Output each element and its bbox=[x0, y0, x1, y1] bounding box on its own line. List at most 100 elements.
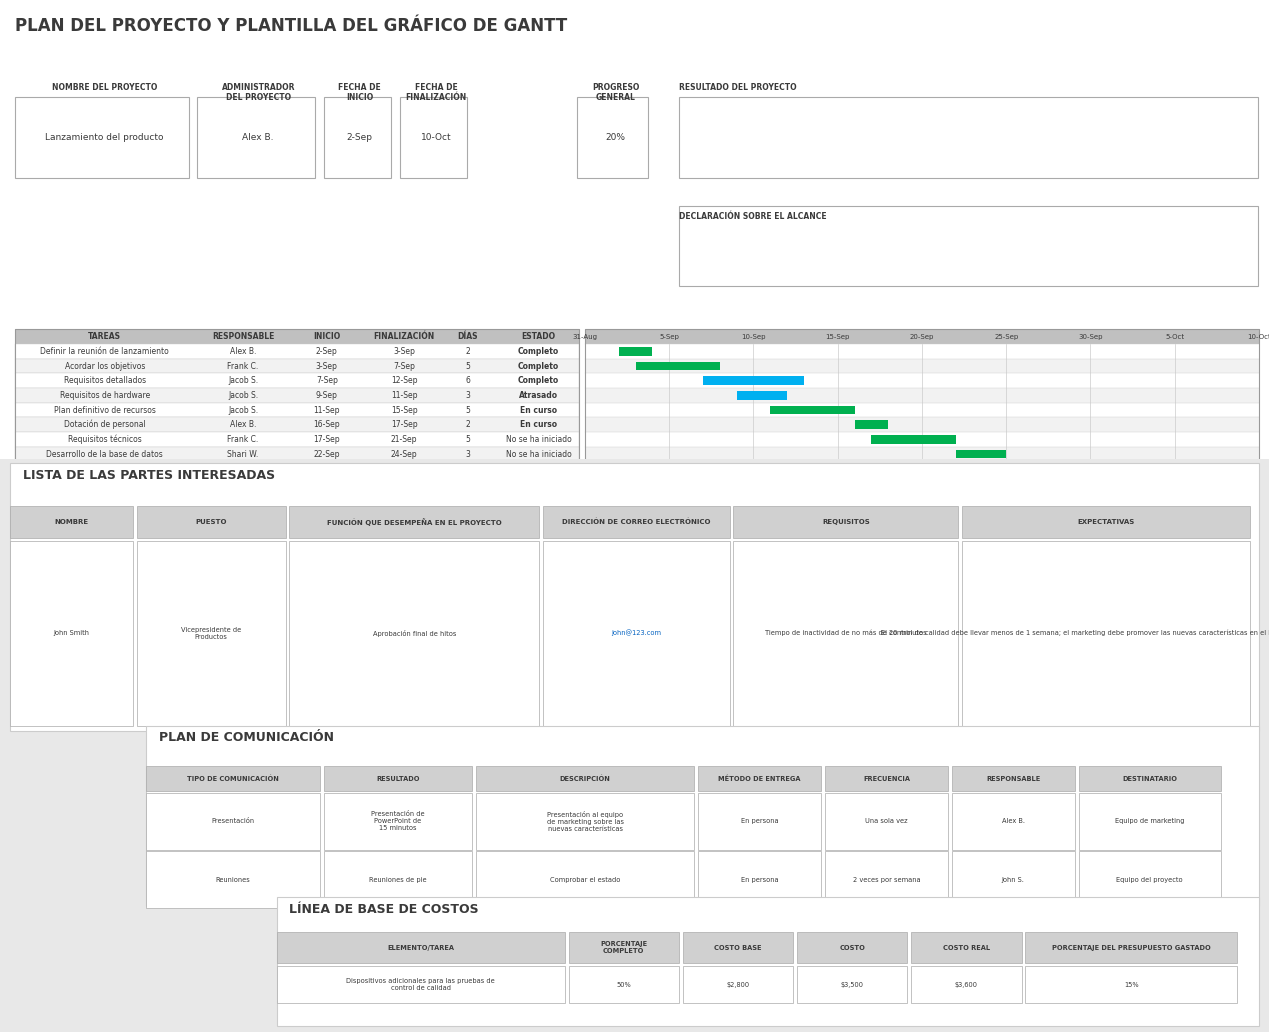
Bar bbox=[733, 541, 958, 725]
Text: $2,800: $2,800 bbox=[726, 981, 750, 988]
Text: 6-Oct: 6-Oct bbox=[316, 538, 338, 547]
Bar bbox=[585, 329, 1259, 565]
Bar bbox=[543, 541, 730, 725]
Text: Reuniones: Reuniones bbox=[216, 876, 250, 882]
Bar bbox=[1079, 851, 1221, 908]
Bar bbox=[854, 420, 888, 429]
Text: 2: 2 bbox=[466, 420, 470, 429]
Bar bbox=[400, 97, 467, 178]
Text: PROGRESO
GENERAL: PROGRESO GENERAL bbox=[591, 83, 640, 102]
Bar bbox=[1025, 932, 1237, 963]
Text: Completo: Completo bbox=[518, 377, 560, 385]
Text: Alex B.: Alex B. bbox=[1001, 818, 1025, 825]
Text: 15%: 15% bbox=[1124, 981, 1138, 988]
Text: 2-Sep: 2-Sep bbox=[346, 133, 373, 142]
Text: 11-Sep: 11-Sep bbox=[391, 391, 418, 399]
Bar bbox=[1175, 523, 1225, 531]
Text: 2 veces por semana: 2 veces por semana bbox=[853, 876, 920, 882]
Text: 5-Oct: 5-Oct bbox=[316, 523, 338, 531]
Text: MÉTODO DE ENTREGA: MÉTODO DE ENTREGA bbox=[718, 775, 801, 782]
Bar bbox=[1124, 509, 1192, 517]
Bar bbox=[698, 851, 821, 908]
Bar bbox=[952, 851, 1075, 908]
Text: Equipo del proyecto: Equipo del proyecto bbox=[1117, 876, 1183, 882]
Bar bbox=[585, 506, 1259, 520]
Text: 3: 3 bbox=[466, 450, 470, 458]
Text: Equipo de marketing: Equipo de marketing bbox=[1115, 818, 1184, 825]
Bar bbox=[683, 966, 793, 1003]
Text: Lanzamiento del producto: Lanzamiento del producto bbox=[46, 133, 164, 142]
Text: RESPONSABLE: RESPONSABLE bbox=[212, 332, 274, 342]
Text: 5: 5 bbox=[466, 464, 470, 474]
Bar bbox=[15, 402, 579, 417]
Text: FUNCIÓN QUE DESEMPEÑA EN EL PROYECTO: FUNCIÓN QUE DESEMPEÑA EN EL PROYECTO bbox=[327, 518, 501, 526]
Bar bbox=[15, 329, 579, 565]
Text: Plan definitivo de recursos: Plan definitivo de recursos bbox=[53, 406, 156, 415]
Text: Presentación: Presentación bbox=[76, 552, 133, 561]
Text: No se ha iniciado: No se ha iniciado bbox=[506, 450, 571, 458]
Text: Alex B.: Alex B. bbox=[230, 523, 256, 531]
Bar bbox=[146, 793, 320, 850]
Text: No se ha iniciado: No se ha iniciado bbox=[506, 493, 571, 503]
Text: Cliente de la interfaz de usuario: Cliente de la interfaz de usuario bbox=[43, 479, 166, 488]
Text: No se ha iniciado: No se ha iniciado bbox=[506, 434, 571, 444]
Text: En curso: En curso bbox=[520, 406, 557, 415]
Text: 2-Oct: 2-Oct bbox=[393, 493, 415, 503]
Bar bbox=[10, 507, 133, 538]
Bar bbox=[990, 493, 1141, 503]
Bar bbox=[962, 541, 1250, 725]
Bar bbox=[15, 432, 579, 447]
Bar bbox=[289, 507, 539, 538]
Text: 20%: 20% bbox=[605, 133, 626, 142]
Bar bbox=[911, 966, 1022, 1003]
Text: PLAN DEL PROYECTO Y PLANTILLA DEL GRÁFICO DE GANTT: PLAN DEL PROYECTO Y PLANTILLA DEL GRÁFIC… bbox=[15, 18, 567, 35]
Bar bbox=[797, 966, 907, 1003]
Text: john@123.com: john@123.com bbox=[612, 630, 661, 637]
Text: Alex B.: Alex B. bbox=[242, 133, 274, 142]
Text: Shari W.: Shari W. bbox=[227, 464, 259, 474]
Text: 2-Sep: 2-Sep bbox=[316, 347, 338, 356]
Text: 12-Sep: 12-Sep bbox=[391, 377, 418, 385]
Bar bbox=[15, 344, 579, 359]
Bar bbox=[137, 541, 286, 725]
Text: Pruebas del sistema: Pruebas del sistema bbox=[66, 538, 143, 547]
Text: DESCRIPCIÓN: DESCRIPCIÓN bbox=[560, 775, 610, 782]
Text: Jacob S.: Jacob S. bbox=[228, 406, 258, 415]
Bar bbox=[636, 361, 720, 370]
Text: 3-Sep: 3-Sep bbox=[316, 361, 338, 370]
Bar bbox=[277, 932, 565, 963]
Text: John S.: John S. bbox=[1001, 876, 1025, 882]
Bar bbox=[952, 766, 1075, 792]
Text: Jacob S.: Jacob S. bbox=[228, 391, 258, 399]
Bar bbox=[324, 97, 391, 178]
Bar bbox=[476, 793, 694, 850]
Text: 17-Sep: 17-Sep bbox=[313, 434, 340, 444]
Text: 6: 6 bbox=[466, 377, 470, 385]
Text: 15-Sep: 15-Sep bbox=[826, 333, 850, 340]
Text: DÍAS: DÍAS bbox=[457, 332, 478, 342]
Text: 24-Sep: 24-Sep bbox=[391, 450, 418, 458]
Bar bbox=[15, 506, 579, 520]
Text: 5: 5 bbox=[466, 479, 470, 488]
Bar bbox=[1242, 552, 1269, 561]
Bar bbox=[15, 447, 579, 461]
Bar bbox=[585, 520, 1259, 535]
Bar bbox=[146, 725, 1259, 906]
Text: 27-Sep: 27-Sep bbox=[391, 464, 418, 474]
Bar bbox=[15, 549, 579, 565]
Text: Requisitos detallados: Requisitos detallados bbox=[63, 377, 146, 385]
Text: REQUISITOS: REQUISITOS bbox=[822, 519, 869, 525]
Text: EXPECTATIVAS: EXPECTATIVAS bbox=[1077, 519, 1134, 525]
Text: 2: 2 bbox=[466, 552, 470, 561]
Text: Pruebas: Pruebas bbox=[89, 493, 121, 503]
Bar bbox=[962, 507, 1250, 538]
Bar bbox=[324, 851, 472, 908]
Text: $3,600: $3,600 bbox=[954, 981, 978, 988]
Text: 30-Sep: 30-Sep bbox=[1079, 333, 1103, 340]
Text: 10-Oct: 10-Oct bbox=[391, 552, 418, 561]
Text: Presentación: Presentación bbox=[212, 818, 254, 825]
Bar bbox=[952, 793, 1075, 850]
Text: John Smith: John Smith bbox=[53, 631, 90, 636]
Text: Presentación al equipo
de marketing sobre las
nuevas características: Presentación al equipo de marketing sobr… bbox=[547, 811, 623, 832]
Text: No se ha iniciado: No se ha iniciado bbox=[506, 509, 571, 517]
